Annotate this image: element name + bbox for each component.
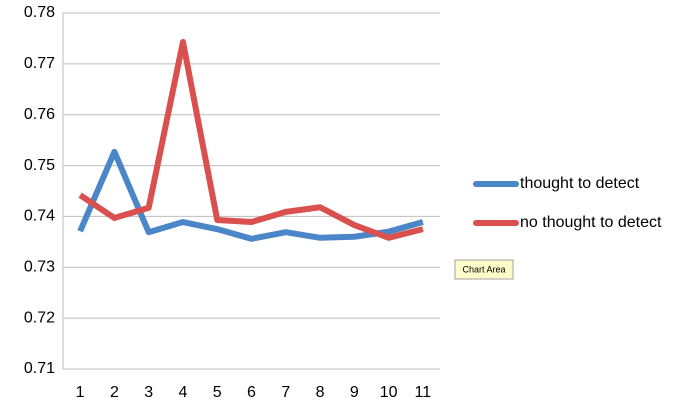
y-tick-label: 0.72 bbox=[24, 309, 55, 326]
x-tick-label: 10 bbox=[380, 384, 398, 401]
tooltip: Chart Area bbox=[462, 264, 505, 274]
legend-label: thought to detect bbox=[520, 175, 640, 192]
x-tick-label: 2 bbox=[110, 384, 119, 401]
x-tick-label: 7 bbox=[281, 384, 290, 401]
x-tick-label: 6 bbox=[247, 384, 256, 401]
y-tick-label: 0.71 bbox=[24, 360, 55, 377]
x-tick-label: 5 bbox=[213, 384, 222, 401]
y-tick-label: 0.75 bbox=[24, 157, 55, 174]
series-line bbox=[77, 148, 424, 242]
y-tick-label: 0.76 bbox=[24, 106, 55, 123]
x-tick-label: 11 bbox=[415, 384, 432, 401]
legend-label: no thought to detect bbox=[520, 214, 662, 231]
x-tick-label: 1 bbox=[76, 384, 85, 401]
x-tick-label: 8 bbox=[316, 384, 325, 401]
y-tick-label: 0.78 bbox=[24, 4, 55, 21]
tooltip-box bbox=[454, 259, 514, 280]
x-tick-label: 4 bbox=[179, 384, 188, 401]
y-tick-label: 0.74 bbox=[24, 208, 55, 225]
x-tick-label: 9 bbox=[350, 384, 359, 401]
series-line bbox=[78, 38, 424, 241]
x-tick-label: 3 bbox=[144, 384, 153, 401]
y-tick-label: 0.73 bbox=[24, 259, 55, 276]
y-tick-label: 0.77 bbox=[24, 55, 55, 72]
